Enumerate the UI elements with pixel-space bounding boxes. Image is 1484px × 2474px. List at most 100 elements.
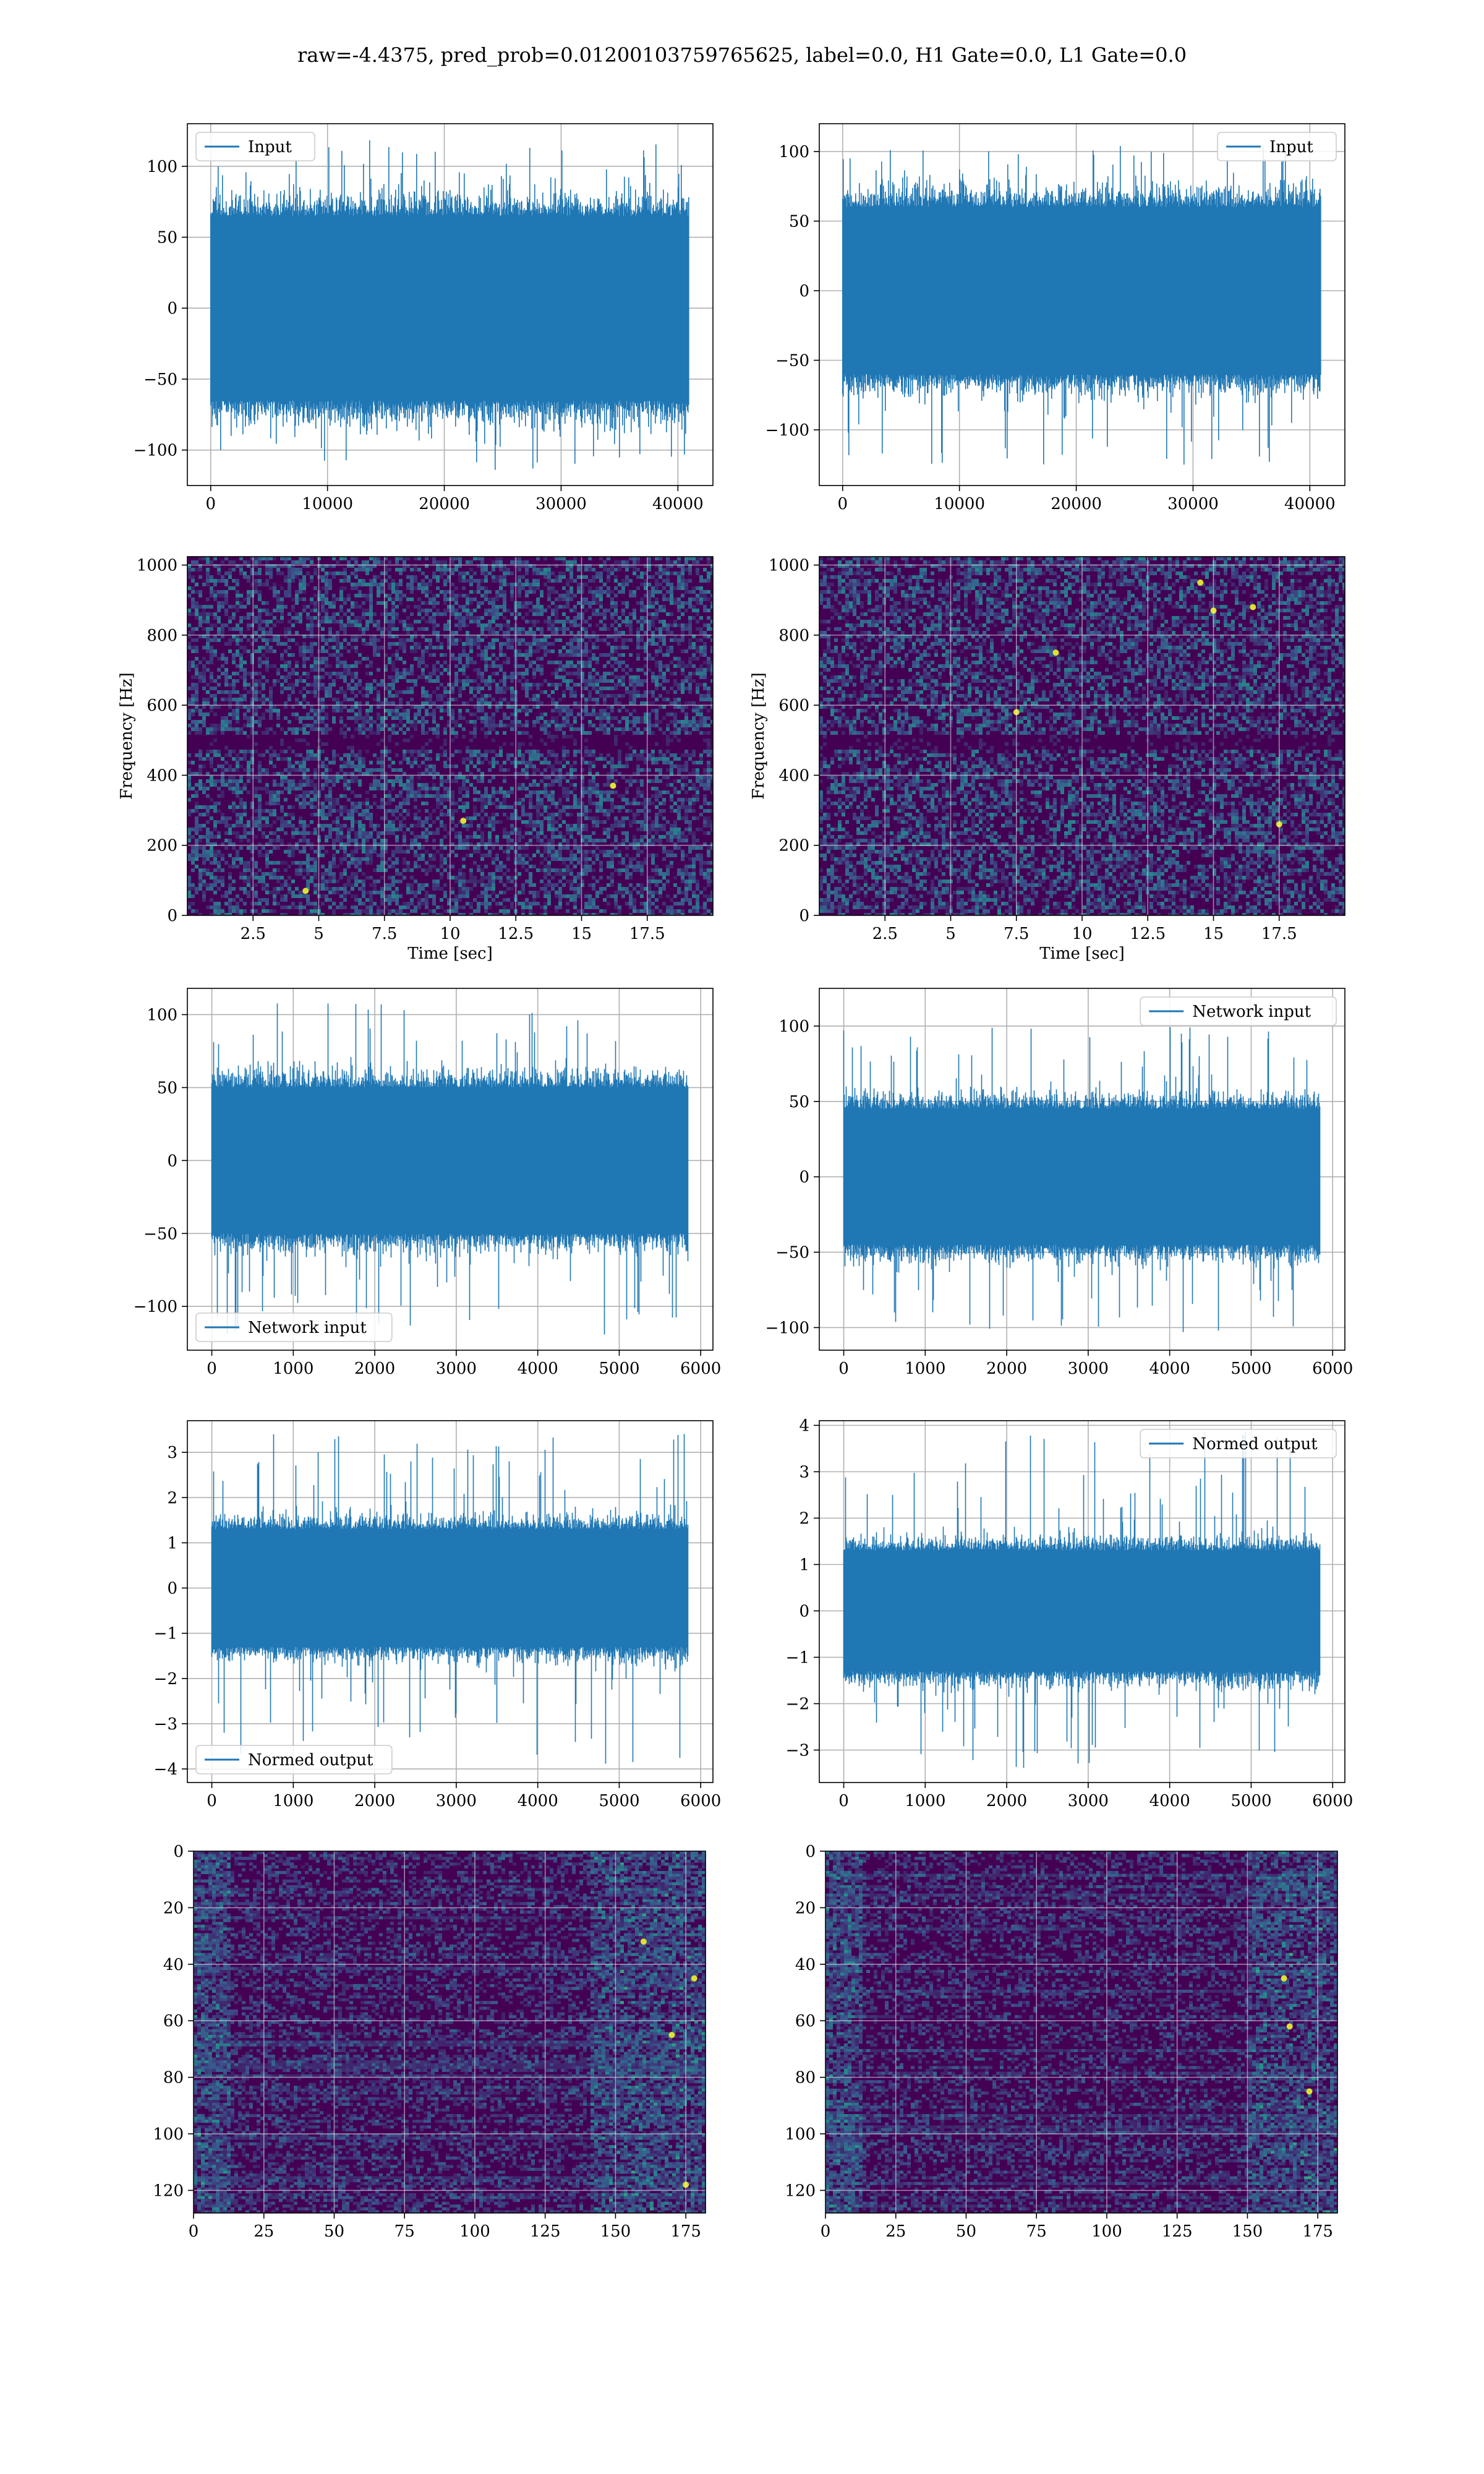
y-tick-label: 80 xyxy=(795,2069,816,2087)
x-tick-label: 100 xyxy=(459,2222,490,2241)
axes-feat_l1: 0 25 50 75 100 125 150 175 0 20 40 60 80 100 120 xyxy=(785,1843,1338,2241)
y-tick-label: 1 xyxy=(167,1534,177,1552)
legend: Normed output xyxy=(1140,1429,1337,1458)
bright-spot xyxy=(1286,2023,1293,2030)
y-tick-label: 80 xyxy=(163,2069,184,2087)
x-tick-label: 5000 xyxy=(599,1359,639,1378)
x-tick-label: 15 xyxy=(571,925,592,943)
x-tick-label: 12.5 xyxy=(498,925,534,943)
y-tick-label: 2 xyxy=(167,1489,177,1507)
y-tick-label: 800 xyxy=(147,627,177,645)
legend: Network input xyxy=(1140,996,1337,1026)
y-tick-label: 0 xyxy=(799,282,809,301)
bright-spot xyxy=(668,2032,675,2039)
bright-spot xyxy=(1052,649,1059,656)
panel-spec_h1: 2.5 5 7.5 10 12.5 15 17.5 0 200 400 600 800 1000 Time… xyxy=(117,550,719,963)
series-line xyxy=(843,1431,1321,1768)
series-line xyxy=(842,146,1321,465)
y-tick-label: 100 xyxy=(778,143,809,161)
bright-spot xyxy=(1197,579,1204,586)
y-tick-label: −4 xyxy=(154,1760,177,1779)
x-tick-label: 30000 xyxy=(1167,495,1219,513)
legend-label: Normed output xyxy=(248,1751,373,1770)
x-tick-label: 30000 xyxy=(535,495,587,513)
x-tick-label: 3000 xyxy=(1068,1359,1109,1378)
x-tick-label: 1000 xyxy=(905,1792,945,1810)
panel-norm_h1: Normed output 0 1000 2000 3000 4000 5000 6000 −4… xyxy=(154,1415,721,1810)
x-tick-label: 5 xyxy=(313,925,324,943)
x-tick-label: 17.5 xyxy=(1261,925,1297,943)
x-tick-label: 150 xyxy=(600,2222,631,2241)
x-tick-label: 50 xyxy=(956,2222,976,2241)
axes-spec_h1: 2.5 5 7.5 10 12.5 15 17.5 0 200 400 600 800 1000 Time… xyxy=(117,556,714,963)
x-tick-label: 5000 xyxy=(599,1792,639,1810)
x-tick-label: 10000 xyxy=(302,495,353,513)
y-tick-label: −50 xyxy=(775,1244,809,1262)
x-tick-label: 5000 xyxy=(1230,1792,1271,1810)
y-tick-label: 0 xyxy=(167,1580,177,1598)
axes-norm_h1: Normed output 0 1000 2000 3000 4000 5000 6000 −4… xyxy=(154,1420,721,1810)
x-tick-label: 0 xyxy=(206,495,216,513)
x-tick-label: 3000 xyxy=(436,1792,477,1810)
x-tick-label: 10 xyxy=(1072,925,1092,943)
y-tick-label: 50 xyxy=(789,213,809,231)
y-tick-label: 20 xyxy=(795,1899,816,1917)
y-tick-label: 40 xyxy=(163,1956,184,1974)
legend: Normed output xyxy=(195,1745,393,1774)
y-tick-label: 20 xyxy=(163,1899,184,1917)
series-line xyxy=(211,1003,689,1335)
y-tick-label: −50 xyxy=(143,1225,177,1243)
x-tick-label: 150 xyxy=(1232,2222,1263,2241)
x-tick-label: 17.5 xyxy=(629,925,665,943)
y-tick-label: 100 xyxy=(785,2125,816,2144)
x-tick-label: 20000 xyxy=(419,495,470,513)
x-tick-label: 0 xyxy=(189,2222,199,2241)
x-tick-label: 125 xyxy=(1162,2222,1193,2241)
x-tick-label: 5000 xyxy=(1230,1359,1271,1378)
y-tick-label: 200 xyxy=(147,837,177,855)
y-tick-label: 600 xyxy=(147,696,177,715)
x-tick-label: 0 xyxy=(838,495,848,513)
y-tick-label: 60 xyxy=(795,2012,816,2031)
x-axis-label: Time [sec] xyxy=(407,944,493,963)
x-tick-label: 4000 xyxy=(1149,1359,1190,1378)
x-tick-label: 5 xyxy=(945,925,956,943)
bright-spot xyxy=(460,818,467,824)
y-tick-label: 600 xyxy=(778,696,809,715)
y-tick-label: 0 xyxy=(799,907,809,925)
x-tick-label: 1000 xyxy=(273,1792,313,1810)
y-tick-label: 0 xyxy=(167,907,177,925)
x-tick-label: 175 xyxy=(1302,2222,1333,2241)
x-tick-label: 125 xyxy=(530,2222,561,2241)
panel-feat_h1: 0 25 50 75 100 125 150 175 0 20 40 60 80 100 120 xyxy=(153,1843,712,2241)
x-tick-label: 0 xyxy=(207,1792,217,1810)
y-tick-label: 2 xyxy=(799,1510,809,1528)
y-tick-label: −3 xyxy=(786,1742,809,1760)
axes-spec_l1: 2.5 5 7.5 10 12.5 15 17.5 0 200 400 600 800 1000 Time… xyxy=(749,556,1345,963)
bright-spot xyxy=(691,1975,697,1982)
y-tick-label: −100 xyxy=(134,442,177,460)
x-tick-label: 1000 xyxy=(905,1359,945,1378)
x-tick-label: 2000 xyxy=(354,1792,395,1810)
y-tick-label: −50 xyxy=(775,352,809,370)
x-tick-label: 6000 xyxy=(680,1359,721,1378)
series-line xyxy=(843,1027,1321,1332)
panel-spec_l1: 2.5 5 7.5 10 12.5 15 17.5 0 200 400 600 800 1000 Time… xyxy=(749,550,1351,963)
axes-input_h1: Input 0 10000 20000 30000 40000 −100 −50 0 50 100 xyxy=(134,123,714,513)
y-tick-label: 100 xyxy=(153,2125,184,2144)
series-line xyxy=(211,1434,689,1764)
panel-net_l1: Network input 0 1000 2000 3000 4000 5000 6000 −1… xyxy=(765,982,1353,1378)
legend-label: Normed output xyxy=(1192,1435,1318,1453)
legend: Network input xyxy=(195,1312,393,1342)
y-tick-label: 0 xyxy=(805,1843,816,1861)
axes-norm_l1: Normed output 0 1000 2000 3000 4000 5000 6000 −3… xyxy=(786,1417,1354,1811)
bright-spot xyxy=(1281,1975,1287,1982)
y-axis-label: Frequency [Hz] xyxy=(749,672,768,800)
x-tick-label: 50 xyxy=(324,2222,344,2241)
figure-title: raw=-4.4375, pred_prob=0.012001037597656… xyxy=(0,43,1484,67)
x-tick-label: 10 xyxy=(440,925,460,943)
x-tick-label: 2.5 xyxy=(872,925,898,943)
y-tick-label: 60 xyxy=(163,2012,184,2031)
legend-label: Input xyxy=(248,138,292,156)
